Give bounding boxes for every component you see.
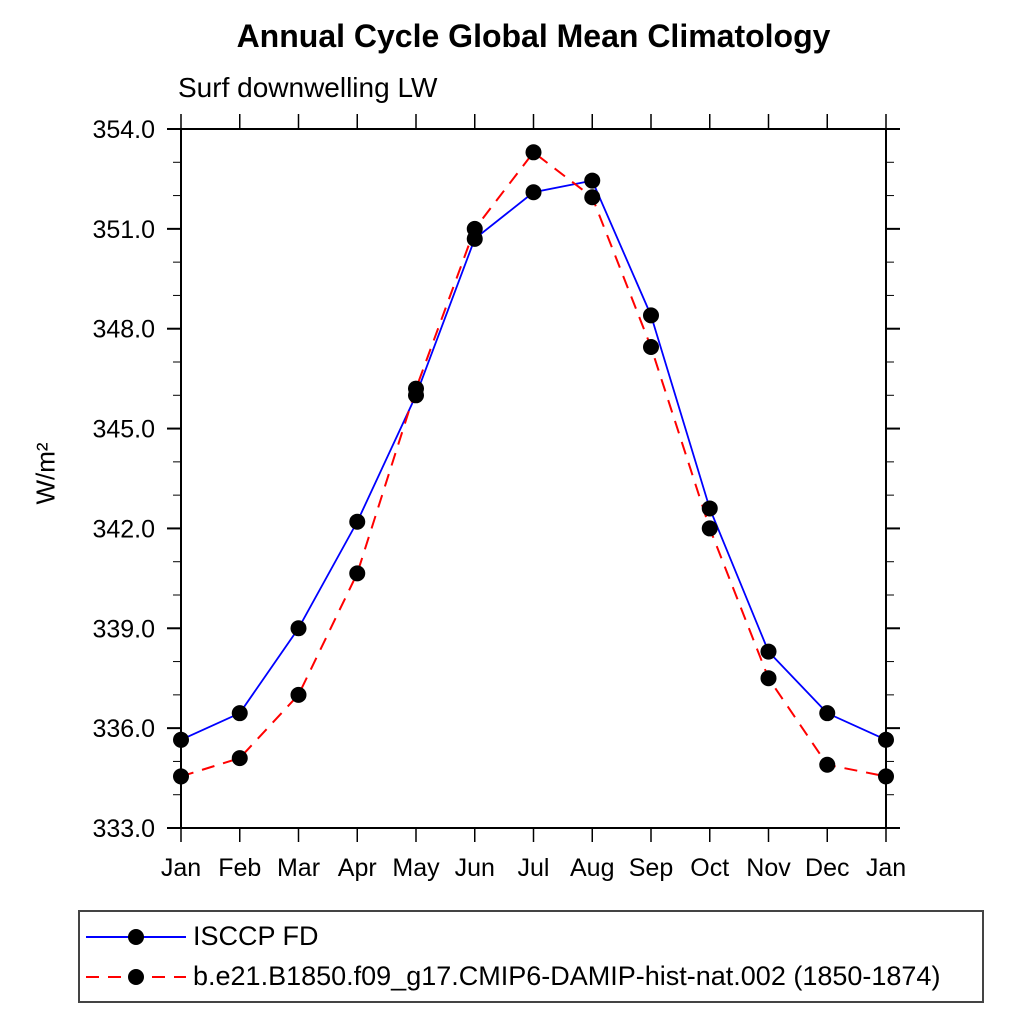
data-point-marker [643, 307, 659, 324]
x-tick-label: Feb [218, 854, 261, 882]
data-point-marker [349, 513, 366, 530]
data-point-marker [701, 520, 718, 537]
data-point-marker [760, 670, 777, 687]
data-point-marker [290, 686, 307, 703]
x-tick-label: Dec [805, 854, 849, 882]
legend-marker-dot [128, 968, 144, 985]
legend-item-isccp-fd: ISCCP FD [84, 921, 982, 952]
legend-label-model: b.e21.B1850.f09_g17.CMIP6-DAMIP-hist-nat… [193, 961, 941, 991]
x-tick-label: Aug [570, 854, 614, 882]
x-tick-label: Jan [161, 854, 201, 882]
y-tick-label: 342.0 [92, 515, 155, 543]
x-tick-label: Jul [518, 854, 550, 882]
chart-title: Annual Cycle Global Mean Climatology [236, 18, 831, 54]
data-point-marker [878, 731, 894, 748]
data-point-marker [525, 144, 542, 161]
legend-label-isccp-fd: ISCCP FD [193, 921, 319, 951]
y-tick-label: 348.0 [92, 316, 155, 344]
series-line-0 [180, 179, 887, 741]
y-tick-label: 345.0 [92, 416, 155, 444]
data-point-marker [584, 189, 601, 206]
series-line-1 [180, 150, 887, 778]
data-point-marker [525, 184, 542, 201]
axis-frame [180, 128, 887, 829]
data-point-marker [173, 731, 189, 748]
data-point-marker [584, 172, 601, 189]
data-point-marker [466, 220, 483, 237]
x-tick-label: Apr [338, 854, 377, 882]
data-point-marker [701, 500, 718, 517]
data-point-marker [231, 705, 248, 722]
legend-line-sample-solid [86, 928, 186, 945]
x-tick-label: Nov [746, 854, 791, 882]
data-point-marker [408, 380, 424, 397]
data-point-marker [760, 643, 777, 660]
data-point-marker [643, 339, 659, 356]
x-tick-label: Jan [866, 854, 906, 882]
x-tick-label: May [392, 854, 440, 882]
data-point-marker [349, 565, 366, 582]
y-tick-label: 336.0 [92, 715, 155, 743]
x-tick-label: Jun [455, 854, 495, 882]
x-tick-label: Sep [629, 854, 673, 882]
data-point-marker [290, 620, 307, 637]
chart-subtitle: Surf downwelling LW [178, 72, 438, 103]
legend-marker-dot [128, 928, 144, 945]
data-point-marker [819, 756, 836, 773]
y-tick-label: 354.0 [92, 116, 155, 144]
data-point-marker [231, 750, 248, 767]
y-tick-label: 351.0 [92, 216, 155, 244]
legend-line-sample-dashed [86, 968, 186, 985]
legend-box: ISCCP FD b.e21.B1850.f09_g17.CMIP6-DAMIP… [78, 910, 984, 1003]
data-point-marker [878, 768, 894, 785]
legend-item-model: b.e21.B1850.f09_g17.CMIP6-DAMIP-hist-nat… [84, 961, 982, 992]
data-point-marker [819, 705, 836, 722]
x-tick-label: Oct [690, 854, 729, 882]
x-tick-label: Mar [277, 854, 320, 882]
y-tick-label: 339.0 [92, 615, 155, 643]
data-point-marker [173, 768, 189, 785]
y-tick-label: 333.0 [92, 815, 155, 843]
